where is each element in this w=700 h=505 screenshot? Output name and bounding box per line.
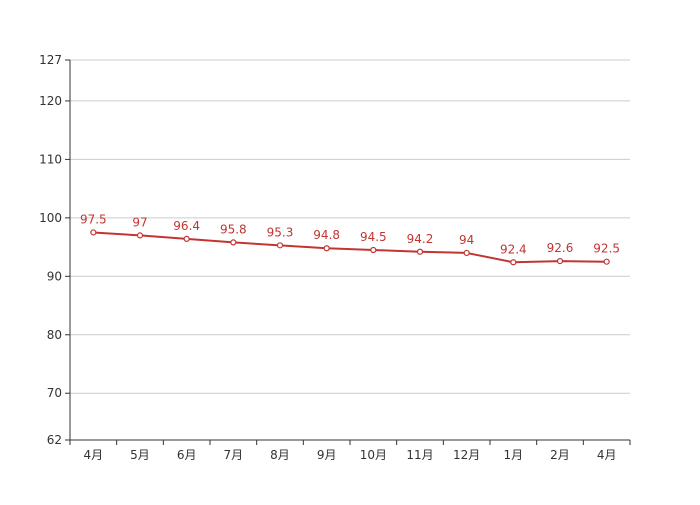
x-tick-label: 1月 <box>504 448 524 462</box>
data-point[interactable] <box>183 235 190 242</box>
series-line-layer <box>93 231 607 264</box>
data-point[interactable] <box>416 248 424 255</box>
data-label: 94.5 <box>360 230 387 244</box>
data-point[interactable] <box>90 229 97 236</box>
data-point[interactable] <box>230 239 237 246</box>
data-point[interactable] <box>556 258 564 265</box>
data-point[interactable] <box>276 242 284 249</box>
data-point[interactable] <box>510 259 517 266</box>
data-point[interactable] <box>323 245 330 252</box>
data-label: 94 <box>459 233 474 247</box>
x-tick-label: 7月 <box>224 448 244 462</box>
x-tick-label: 9月 <box>317 448 337 462</box>
y-axis-ticks: 62 70 80 90 100 110 120 127 <box>39 53 70 447</box>
data-label: 97 <box>132 215 147 229</box>
y-tick-label: 90 <box>47 269 62 283</box>
x-tick-label: 4月 <box>84 448 104 462</box>
y-tick-label: 120 <box>39 94 62 108</box>
y-tick-label: 62 <box>47 433 62 447</box>
data-point[interactable] <box>370 246 377 254</box>
x-tick-label: 8月 <box>270 448 290 462</box>
x-tick-label: 10月 <box>360 448 387 462</box>
x-tick-label: 6月 <box>177 448 197 462</box>
x-tick-label: 11月 <box>406 448 433 462</box>
data-points <box>90 229 610 266</box>
data-label: 94.2 <box>407 232 434 246</box>
x-tick-label: 12月 <box>453 448 480 462</box>
y-tick-label: 70 <box>47 386 62 400</box>
data-point[interactable] <box>603 258 610 265</box>
y-tick-label: 100 <box>39 211 62 225</box>
y-tick-label: 80 <box>47 328 62 342</box>
data-point[interactable] <box>463 249 470 257</box>
data-label: 94.8 <box>313 228 340 242</box>
y-tick-label: 127 <box>39 53 62 67</box>
data-point[interactable] <box>136 232 144 239</box>
data-label: 95.3 <box>267 225 294 239</box>
x-tick-label: 2月 <box>550 448 570 462</box>
x-tick-label: 5月 <box>130 448 150 462</box>
data-label: 92.6 <box>547 241 574 255</box>
series-line <box>93 231 607 264</box>
x-tick-label: 4月 <box>597 448 617 462</box>
data-label: 97.5 <box>80 212 107 226</box>
gridlines <box>70 59 630 394</box>
x-axis-ticks: 4月 5月 6月 7月 8月 9月 10月 11月 12月 1月 2月 4月 <box>69 440 631 462</box>
data-label: 95.8 <box>220 222 247 236</box>
data-label: 92.5 <box>593 242 620 256</box>
data-label: 92.4 <box>500 242 527 256</box>
y-tick-label: 110 <box>39 152 62 166</box>
data-label: 96.4 <box>173 219 200 233</box>
data-labels: 97.5 97 96.4 95.8 95.3 94.8 94.5 94.2 94 92.4 92.6… <box>80 212 620 256</box>
